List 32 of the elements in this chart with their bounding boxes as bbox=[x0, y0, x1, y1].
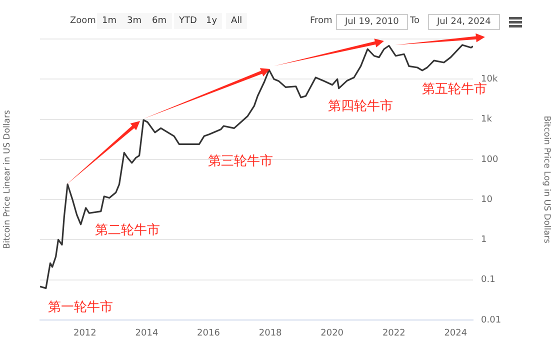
text: 1y bbox=[201, 13, 222, 29]
text: 6m bbox=[147, 13, 172, 29]
text: Jul 19, 2010 bbox=[336, 14, 408, 30]
x-tick-label: 2024 bbox=[444, 328, 468, 339]
annotation: 第二轮牛市 bbox=[95, 222, 160, 239]
y2-tick-label: 0.1 bbox=[481, 275, 496, 286]
y2-tick-label: 10 bbox=[481, 194, 493, 205]
x-tick-label: 2022 bbox=[382, 328, 406, 339]
y-axis-title: Bitcoin Price Linear in US Dollars bbox=[2, 110, 12, 249]
y2-tick-label: 100 bbox=[481, 154, 498, 165]
x-tick-label: 2014 bbox=[135, 328, 158, 339]
annotation: 第四轮牛市 bbox=[328, 98, 393, 115]
annotation: 第五轮牛市 bbox=[422, 82, 487, 98]
annotation: 第三轮牛市 bbox=[208, 153, 273, 170]
text: To bbox=[410, 16, 420, 26]
text: YTD bbox=[174, 13, 202, 29]
y2-tick-label: 1k bbox=[481, 114, 493, 125]
x-tick-label: 2012 bbox=[73, 328, 96, 339]
y2-tick-label: 0.01 bbox=[481, 315, 502, 326]
y2-axis-title: Bitcoin Price Log in US Dollars bbox=[542, 116, 552, 244]
x-tick-label: 2018 bbox=[258, 328, 282, 339]
text: Zoom bbox=[70, 16, 96, 26]
y2-tick-label: 1 bbox=[481, 235, 487, 246]
annotation: 第一轮牛市 bbox=[48, 299, 113, 316]
text: 3m bbox=[122, 13, 146, 29]
text: Jul 24, 2024 bbox=[428, 14, 500, 30]
x-tick-label: 2020 bbox=[320, 328, 344, 339]
text: All bbox=[226, 13, 248, 29]
text: 1m bbox=[97, 13, 122, 29]
x-tick-label: 2016 bbox=[197, 328, 220, 339]
y2-tick-label: 10k bbox=[481, 74, 498, 84]
text: From bbox=[310, 16, 332, 26]
